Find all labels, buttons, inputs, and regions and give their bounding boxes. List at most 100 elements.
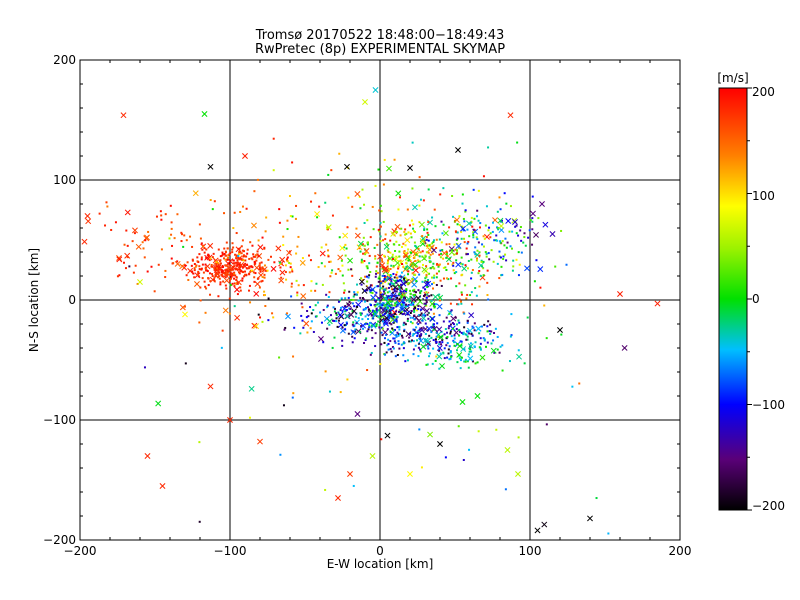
x-tick-label: −100	[214, 544, 247, 558]
dot-marker	[459, 367, 462, 370]
dot-marker	[468, 235, 471, 238]
dot-marker	[531, 217, 534, 220]
dot-marker	[377, 320, 380, 323]
dot-marker	[496, 335, 499, 338]
dot-marker	[213, 268, 216, 271]
x-marker-stroke	[124, 252, 131, 259]
x-marker	[135, 243, 142, 250]
dot-marker	[386, 260, 389, 263]
x-marker-stroke	[405, 296, 412, 303]
x-marker	[421, 255, 428, 262]
x-marker-stroke	[453, 216, 460, 223]
dot-marker	[448, 243, 451, 246]
x-tick-label: 200	[669, 544, 692, 558]
dot-marker	[414, 291, 417, 294]
x-marker	[337, 311, 344, 318]
dot-marker	[244, 270, 247, 273]
dot-marker	[478, 285, 481, 288]
dot-marker	[445, 316, 448, 319]
dot-marker	[150, 265, 153, 268]
dot-marker	[228, 253, 231, 256]
colorbar-ticks	[747, 87, 752, 511]
dot-marker	[289, 266, 292, 269]
x-marker	[257, 244, 264, 251]
dot-marker	[411, 272, 414, 275]
dot-marker	[424, 277, 427, 280]
dot-marker	[377, 298, 380, 301]
dot-marker	[155, 215, 158, 218]
dot-marker	[379, 221, 382, 224]
dot-marker	[210, 264, 213, 267]
dot-marker	[456, 249, 459, 252]
dot-marker	[510, 247, 513, 250]
dot-marker	[474, 287, 477, 290]
dot-marker	[414, 259, 417, 262]
dot-marker	[446, 331, 449, 334]
dot-marker	[424, 293, 427, 296]
dot-marker	[490, 342, 493, 345]
dot-marker	[533, 280, 536, 283]
dot-marker	[244, 259, 247, 262]
data-points	[81, 87, 661, 535]
dot-marker	[403, 296, 406, 299]
dot-marker	[453, 337, 456, 340]
dot-marker	[438, 343, 441, 346]
dot-marker	[416, 331, 419, 334]
x-marker	[363, 248, 370, 254]
x-marker	[455, 147, 461, 153]
dot-marker	[471, 303, 474, 306]
x-marker-stroke	[253, 323, 259, 330]
dot-marker	[478, 269, 481, 272]
dot-marker	[404, 244, 407, 247]
dot-marker	[291, 268, 294, 271]
dot-marker	[432, 312, 435, 315]
dot-marker	[389, 309, 392, 312]
dot-marker	[221, 264, 224, 267]
x-marker-stroke	[524, 265, 530, 272]
dot-marker	[435, 284, 438, 287]
dot-marker	[449, 350, 452, 353]
dot-marker	[382, 280, 385, 283]
dot-marker	[365, 337, 368, 340]
dot-marker	[212, 252, 215, 255]
dot-marker	[215, 273, 218, 276]
dot-marker	[328, 390, 331, 393]
dot-marker	[427, 220, 430, 223]
dot-marker	[409, 264, 412, 267]
dot-marker	[243, 275, 246, 278]
dot-marker	[468, 350, 471, 353]
x-marker	[404, 310, 411, 317]
dot-marker	[376, 261, 379, 264]
dot-marker	[393, 234, 396, 237]
dot-marker	[228, 279, 231, 282]
dot-marker	[395, 290, 398, 293]
dot-marker	[417, 342, 420, 345]
dot-marker	[388, 296, 391, 299]
dot-marker	[365, 306, 368, 309]
dot-marker	[393, 258, 396, 261]
dot-marker	[200, 268, 203, 271]
dot-marker	[220, 270, 223, 273]
dot-marker	[351, 341, 354, 344]
dot-marker	[236, 259, 239, 262]
dot-marker	[412, 301, 415, 304]
dot-marker	[450, 335, 453, 338]
dot-marker	[216, 267, 219, 270]
x-marker-stroke	[399, 306, 406, 313]
dot-marker	[198, 268, 201, 271]
x-marker	[437, 294, 444, 301]
x-marker-stroke	[325, 224, 332, 231]
dot-marker	[384, 279, 387, 282]
x-marker-stroke	[135, 243, 142, 250]
dot-marker	[486, 281, 489, 284]
dot-marker	[387, 259, 390, 262]
dot-marker	[531, 195, 534, 198]
dot-marker	[335, 320, 338, 323]
dot-marker	[236, 263, 239, 266]
x-marker-stroke	[436, 326, 443, 333]
dot-marker	[399, 278, 402, 281]
dot-marker	[284, 264, 287, 267]
dot-marker	[273, 261, 276, 264]
x-marker	[391, 317, 398, 324]
dot-marker	[236, 261, 239, 264]
